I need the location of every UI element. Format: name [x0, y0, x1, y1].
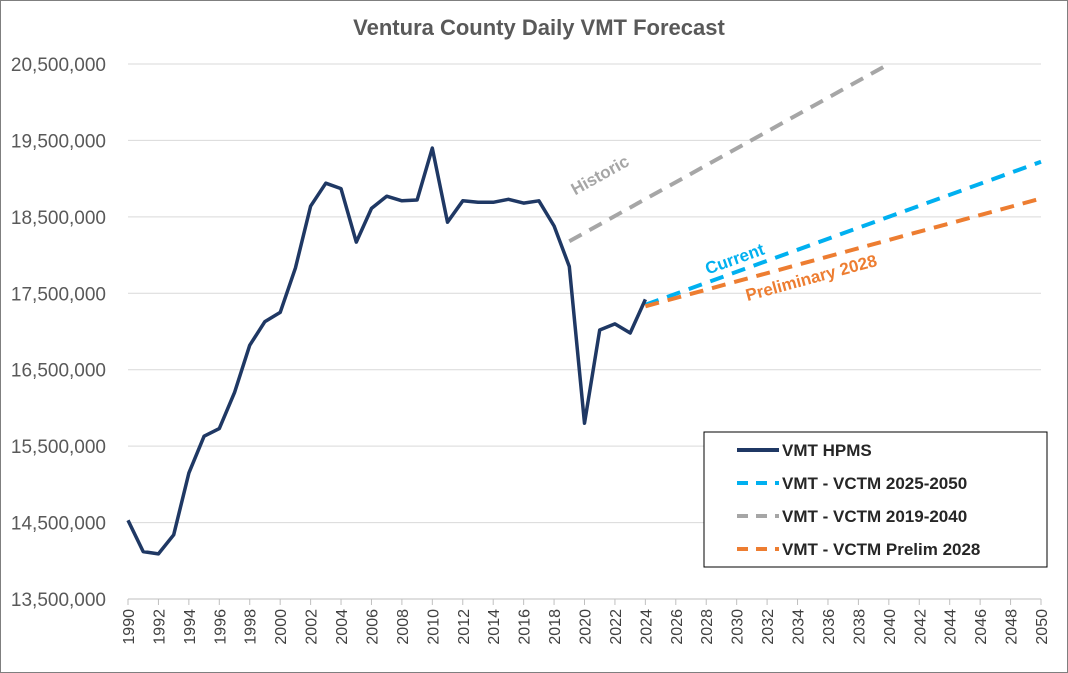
- y-tick-label: 16,500,000: [11, 361, 106, 382]
- y-tick-label: 19,500,000: [11, 131, 106, 152]
- x-tick-label: 2030: [730, 609, 747, 645]
- y-tick-label: 17,500,000: [11, 284, 106, 305]
- x-tick-label: 1990: [121, 609, 138, 645]
- gridlines: [128, 63, 1041, 524]
- x-tick-label: 2036: [821, 609, 838, 645]
- x-tick-label: 2034: [791, 609, 808, 645]
- series-line-vmt-hpms: [126, 146, 647, 556]
- x-tick-label: 1998: [243, 609, 260, 645]
- y-tick-label: 13,500,000: [11, 590, 106, 611]
- x-tick-label: 2038: [851, 609, 868, 645]
- x-tick-label: 2026: [669, 609, 686, 645]
- legend-label: VMT - VCTM Prelim 2028: [782, 540, 980, 559]
- x-tick-label: 2020: [578, 609, 595, 645]
- annotation-label: Historic: [568, 152, 633, 199]
- x-tick-label: 2046: [973, 609, 990, 645]
- legend-label: VMT - VCTM 2025-2050: [782, 474, 967, 493]
- x-tick-label: 2044: [943, 609, 960, 645]
- x-tick-label: 2010: [425, 609, 442, 645]
- x-tick-label: 2042: [912, 609, 929, 645]
- series-lines: [126, 62, 1042, 556]
- legend: VMT HPMS VMT - VCTM 2025-2050 VMT - VCTM 2…: [703, 431, 1048, 568]
- x-tick-label: 2006: [364, 609, 381, 645]
- x-tick-label: 2028: [699, 609, 716, 645]
- x-tick-label: 2050: [1034, 609, 1051, 645]
- legend-label: VMT HPMS: [782, 441, 872, 460]
- x-tick-label: 2004: [334, 609, 351, 645]
- chart-title: Ventura County Daily VMT Forecast: [353, 15, 725, 40]
- axes: 13,500,000 14,500,000 15,500,000 16,500,000…: [11, 55, 1051, 645]
- y-tick-label: 20,500,000: [11, 55, 106, 76]
- y-tick-label: 15,500,000: [11, 437, 106, 458]
- legend-box: [703, 431, 1048, 568]
- series-line-vmt-vctm-2025-2050: [644, 159, 1042, 307]
- x-tick-label: 2000: [273, 609, 290, 645]
- series-line-vmt-vctm-prelim-2028: [644, 196, 1042, 309]
- x-tick-label: 2014: [486, 609, 503, 645]
- x-tick-label: 2018: [547, 609, 564, 645]
- x-tick-label: 2012: [456, 609, 473, 645]
- x-tick-label: 2022: [608, 609, 625, 645]
- x-tick-label: 2024: [638, 609, 655, 645]
- x-tick-label: 2002: [304, 609, 321, 645]
- x-tick-label: 1992: [151, 609, 168, 645]
- y-tick-label: 18,500,000: [11, 208, 106, 229]
- series-line-vmt-vctm-2019-2040: [568, 62, 890, 244]
- x-tick-label: 2040: [882, 609, 899, 645]
- x-tick-label: 2032: [760, 609, 777, 645]
- y-tick-label: 14,500,000: [11, 514, 106, 535]
- x-tick-label: 2016: [517, 609, 534, 645]
- x-tick-label: 1996: [212, 609, 229, 645]
- x-tick-label: 1994: [182, 609, 199, 645]
- legend-label: VMT - VCTM 2019-2040: [782, 507, 967, 526]
- x-tick-label: 2048: [1004, 609, 1021, 645]
- x-tick-label: 2008: [395, 609, 412, 645]
